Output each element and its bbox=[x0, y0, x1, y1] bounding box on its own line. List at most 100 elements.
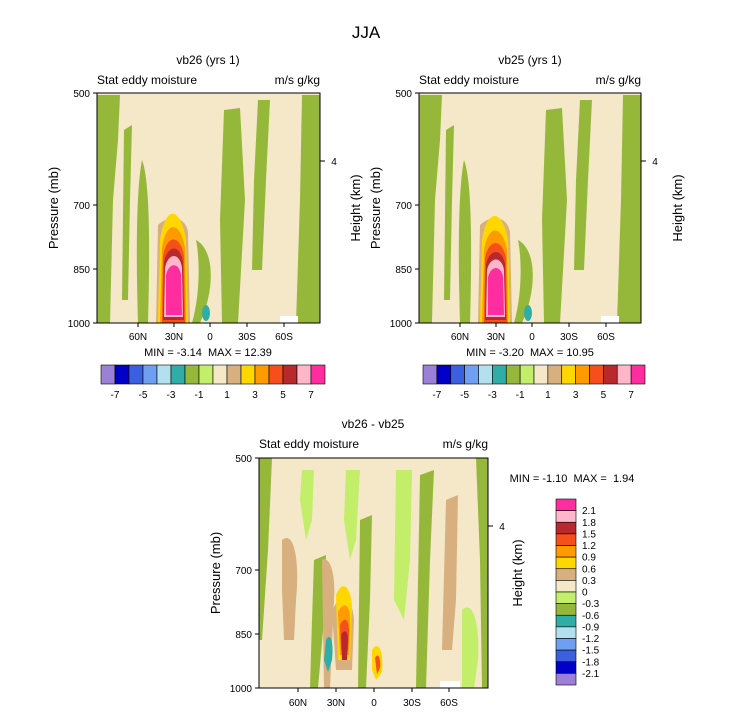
colorbar-swatch bbox=[170, 364, 186, 385]
panel-3-stats: MIN = -1.10 MAX = 1.94 bbox=[510, 473, 635, 485]
panel-1-xtick: 60S bbox=[275, 332, 293, 343]
panel-3-redorange-patch-2 bbox=[375, 655, 381, 674]
panel-1-olive-patch-2 bbox=[192, 240, 211, 323]
panel-1-right-label: m/s g/kg bbox=[275, 73, 320, 87]
colorbar-swatch bbox=[555, 591, 577, 604]
colorbar-swatch bbox=[212, 364, 228, 385]
colorbar-label: -1 bbox=[516, 390, 525, 401]
colorbar-swatch bbox=[226, 364, 242, 385]
panel-3-teal-patch bbox=[324, 636, 333, 672]
panel-1-ytick: 1000 bbox=[68, 319, 91, 330]
panel-1-xtick: 30S bbox=[238, 332, 256, 343]
panel-2-stats: MIN = -3.20 MAX = 10.95 bbox=[466, 347, 594, 359]
panel-1-teal-spot bbox=[202, 305, 210, 321]
colorbar-label: -7 bbox=[432, 390, 441, 401]
panel-3-tan-patch-3 bbox=[442, 495, 458, 650]
panel-2-yaxis-right: 4 Height (km) bbox=[641, 157, 685, 242]
panel-2-xtick: 30S bbox=[560, 332, 578, 343]
colorbar-label: 1 bbox=[224, 390, 230, 401]
panel-3-xtick: 60S bbox=[440, 698, 458, 709]
colorbar-label: 5 bbox=[280, 390, 286, 401]
panel-3-lightgreen-patch-2 bbox=[344, 470, 360, 560]
panel-2-ytick: 700 bbox=[395, 201, 412, 212]
panel-3-left-label: Stat eddy moisture bbox=[259, 437, 359, 451]
panel-3-xtick: 30S bbox=[403, 698, 421, 709]
colorbar-swatch bbox=[156, 364, 172, 385]
colorbar-swatch bbox=[555, 510, 577, 523]
panel-1-stats: MIN = -3.14 MAX = 12.39 bbox=[144, 347, 272, 359]
panel-1-xtick: 30N bbox=[165, 332, 183, 343]
panel-1-ytick: 700 bbox=[73, 201, 90, 212]
figure-title: JJA bbox=[352, 23, 381, 42]
panel-3-ylabel-right: Height (km) bbox=[510, 539, 525, 606]
panel-2-xtick: 60N bbox=[451, 332, 469, 343]
panel-2-left-label: Stat eddy moisture bbox=[419, 73, 519, 87]
colorbar-swatch bbox=[555, 614, 577, 628]
colorbar-swatch bbox=[603, 364, 618, 385]
panel-1-frame bbox=[96, 92, 321, 324]
colorbar-label: -0.6 bbox=[582, 611, 600, 622]
colorbar-label: 0 bbox=[582, 588, 588, 599]
colorbar-label: -3 bbox=[488, 390, 497, 401]
panel-3-ytick-right: 4 bbox=[499, 522, 505, 533]
panel-3-olive-patch-2 bbox=[358, 515, 372, 688]
colorbar-swatch bbox=[450, 364, 465, 385]
panel-2-teal-spot bbox=[524, 305, 532, 321]
panel-3-olive-band-east bbox=[476, 458, 488, 688]
colorbar-swatch bbox=[575, 364, 590, 385]
colorbar-swatch bbox=[198, 364, 214, 385]
panel-3-contours bbox=[259, 458, 488, 688]
panel-1-ytick-right: 4 bbox=[331, 157, 337, 168]
colorbar-swatch bbox=[240, 364, 256, 385]
colorbar-swatch bbox=[616, 364, 632, 385]
colorbar-swatch bbox=[555, 533, 577, 546]
panel-2-missing-data bbox=[601, 316, 619, 323]
panel-2-right-label: m/s g/kg bbox=[596, 73, 641, 87]
colorbar-label: 1.8 bbox=[582, 518, 596, 529]
panel-2-colorbar: -7 -5 -3 -1 1 3 5 7 bbox=[422, 364, 646, 401]
colorbar-swatch bbox=[555, 568, 577, 581]
colorbar-swatch bbox=[533, 364, 549, 385]
colorbar-label: -0.3 bbox=[582, 599, 600, 610]
colorbar-swatch bbox=[142, 364, 158, 385]
panel-2-magenta-region bbox=[488, 268, 504, 315]
colorbar-label: 3 bbox=[252, 390, 258, 401]
colorbar-label: -2.1 bbox=[582, 669, 600, 680]
panel-3-olive-patch-3 bbox=[416, 470, 434, 688]
colorbar-label: -1.8 bbox=[582, 657, 600, 668]
panel-2-ytick: 500 bbox=[395, 89, 412, 100]
colorbar-label: 7 bbox=[628, 390, 634, 401]
panel-3-right-label: m/s g/kg bbox=[443, 437, 488, 451]
colorbar-swatch bbox=[555, 661, 577, 674]
panel-1-colorbar: -7 -5 -3 -1 1 3 5 7 bbox=[100, 364, 326, 401]
panel-2: vb25 (yrs 1) Stat eddy moisture m/s g/kg bbox=[368, 53, 685, 401]
panel-2-xaxis: 60N 30N 0 30S 60S bbox=[451, 323, 615, 343]
colorbar-label: -5 bbox=[460, 390, 469, 401]
panel-2-olive-band-east bbox=[574, 100, 592, 270]
panel-3-lightgreen-patch-4 bbox=[462, 607, 479, 688]
panel-3-ylabel: Pressure (mb) bbox=[208, 532, 223, 614]
panel-1-contours bbox=[97, 93, 320, 323]
colorbar-swatch bbox=[555, 521, 577, 535]
panel-2-frame bbox=[418, 92, 642, 324]
panel-3-ytick: 700 bbox=[235, 566, 252, 577]
panel-2-ytick-right: 4 bbox=[652, 157, 658, 168]
panel-1-olive-strip bbox=[122, 125, 132, 300]
colorbar-swatch bbox=[184, 364, 200, 385]
panel-3-ytick: 850 bbox=[235, 630, 252, 641]
panel-1-missing-data bbox=[280, 316, 298, 323]
panel-3-colorbar: 2.11.81.51.20.90.60.30-0.3-0.6-0.9-1.2-1… bbox=[555, 498, 600, 686]
panel-1-magenta-region bbox=[166, 265, 182, 315]
panel-1-xtick: 0 bbox=[207, 332, 213, 343]
panel-1-left-label: Stat eddy moisture bbox=[97, 73, 197, 87]
panel-2-olive-band-mid bbox=[542, 108, 567, 323]
colorbar-swatch bbox=[630, 364, 646, 385]
panel-1-title: vb26 (yrs 1) bbox=[176, 53, 239, 67]
colorbar-label: 5 bbox=[601, 390, 607, 401]
panel-3-tan-patch-1 bbox=[282, 538, 298, 640]
colorbar-swatch bbox=[492, 364, 507, 385]
colorbar-swatch bbox=[555, 649, 577, 663]
colorbar-swatch bbox=[519, 364, 535, 385]
colorbar-swatch bbox=[464, 364, 479, 385]
panel-2-xtick: 60S bbox=[597, 332, 615, 343]
